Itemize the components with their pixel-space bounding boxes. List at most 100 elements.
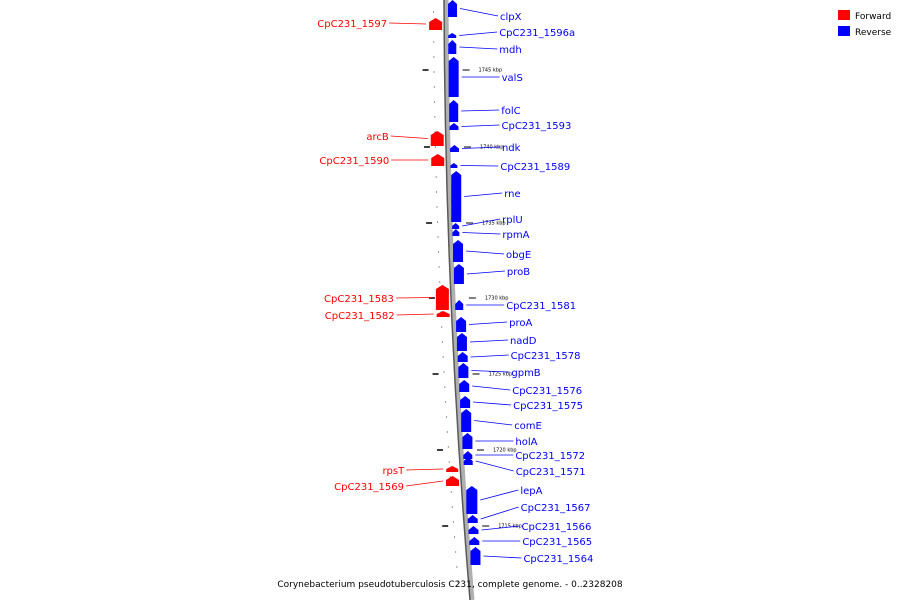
- legend-reverse-label: Reverse: [855, 28, 892, 38]
- legend-forward-label: Forward: [855, 12, 891, 22]
- legend: Forward Reverse: [838, 10, 892, 38]
- gene-leader-line: [396, 313, 434, 316]
- gene-leader-line: [389, 22, 427, 25]
- reverse-gene-feature[interactable]: [453, 264, 464, 284]
- gene-leader-line: [483, 555, 522, 559]
- reverse-gene-label[interactable]: gpmB: [511, 368, 540, 379]
- reverse-gene-feature[interactable]: [457, 352, 468, 362]
- reverse-gene-label[interactable]: lepA: [520, 486, 542, 497]
- reverse-gene-label[interactable]: rne: [504, 189, 520, 200]
- reverse-gene-feature[interactable]: [449, 123, 459, 130]
- forward-gene-feature[interactable]: [446, 466, 459, 472]
- reverse-gene-feature[interactable]: [449, 145, 459, 152]
- gene-leader-line: [406, 468, 444, 471]
- gene-leader-line: [472, 385, 511, 391]
- forward-gene-label[interactable]: CpC231_1590: [319, 156, 389, 167]
- forward-gene-label[interactable]: CpC231_1582: [325, 311, 395, 322]
- reverse-gene-feature[interactable]: [468, 526, 479, 534]
- reverse-gene-feature[interactable]: [458, 363, 469, 378]
- gene-leader-line: [405, 480, 444, 487]
- gene-leader-line: [480, 489, 519, 501]
- reverse-gene-feature[interactable]: [450, 163, 458, 168]
- reverse-gene-label[interactable]: rpmA: [502, 230, 529, 241]
- reverse-gene-label[interactable]: clpX: [500, 12, 522, 23]
- ruler-tick-label: 1715 kbp: [498, 524, 522, 530]
- forward-gene-label[interactable]: arcB: [366, 132, 389, 143]
- reverse-gene-feature[interactable]: [463, 457, 473, 465]
- reverse-gene-feature[interactable]: [461, 409, 472, 432]
- gene-leader-line: [469, 339, 508, 343]
- gene-leader-line: [464, 192, 503, 197]
- gene-leader-line: [475, 460, 514, 472]
- reverse-gene-feature[interactable]: [456, 333, 467, 351]
- gene-leader-line: [462, 218, 501, 227]
- reverse-gene-feature[interactable]: [452, 229, 460, 236]
- forward-gene-label[interactable]: CpC231_1569: [334, 482, 404, 493]
- forward-gene-feature[interactable]: [429, 18, 443, 30]
- forward-gene-feature[interactable]: [431, 154, 445, 166]
- reverse-gene-label[interactable]: CpC231_1581: [506, 301, 576, 312]
- reverse-gene-feature[interactable]: [455, 300, 464, 310]
- gene-leader-line: [395, 297, 433, 299]
- forward-gene-feature[interactable]: [436, 311, 450, 317]
- reverse-gene-label[interactable]: CpC231_1576: [512, 386, 582, 397]
- genome-backbone: [443, 0, 471, 600]
- reverse-gene-label[interactable]: CpC231_1572: [515, 451, 585, 462]
- reverse-gene-label[interactable]: mdh: [499, 45, 521, 56]
- reverse-gene-label[interactable]: ndk: [502, 143, 521, 154]
- reverse-gene-label[interactable]: CpC231_1567: [521, 503, 591, 514]
- gene-leader-line: [471, 370, 510, 373]
- reverse-gene-label[interactable]: CpC231_1564: [523, 554, 593, 565]
- ruler-tick-label: 1725 kbp: [489, 372, 513, 378]
- reverse-gene-feature[interactable]: [452, 223, 460, 229]
- reverse-gene-feature[interactable]: [466, 486, 478, 514]
- reverse-gene-label[interactable]: CpC231_1565: [522, 537, 592, 548]
- reverse-gene-feature[interactable]: [460, 396, 471, 408]
- forward-gene-label[interactable]: CpC231_1597: [317, 19, 387, 30]
- gene-leader-line: [459, 46, 498, 50]
- forward-gene-feature[interactable]: [446, 476, 460, 486]
- reverse-gene-label[interactable]: comE: [514, 421, 542, 432]
- reverse-gene-label[interactable]: proA: [509, 318, 532, 329]
- gene-leader-line: [469, 321, 508, 325]
- reverse-gene-label[interactable]: CpC231_1575: [513, 401, 583, 412]
- reverse-gene-label[interactable]: CpC231_1571: [516, 467, 586, 478]
- forward-gene-label[interactable]: rpsT: [382, 466, 405, 477]
- reverse-gene-feature[interactable]: [448, 0, 458, 17]
- gene-leader-line: [470, 354, 509, 358]
- forward-gene-feature[interactable]: [430, 131, 444, 146]
- reverse-gene-label[interactable]: holA: [515, 437, 537, 448]
- reverse-gene-feature[interactable]: [459, 380, 470, 392]
- ruler-tick-label: 1745 kbp: [479, 68, 503, 74]
- reverse-gene-feature[interactable]: [453, 240, 464, 262]
- reverse-gene-label[interactable]: rplU: [502, 215, 523, 226]
- forward-gene-feature[interactable]: [435, 285, 449, 310]
- reverse-gene-feature[interactable]: [448, 33, 457, 38]
- gene-leader-line: [462, 232, 501, 235]
- forward-gene-label[interactable]: CpC231_1583: [324, 294, 394, 305]
- reverse-gene-label[interactable]: proB: [507, 267, 530, 278]
- reverse-gene-feature[interactable]: [467, 515, 478, 523]
- reverse-gene-feature[interactable]: [448, 57, 459, 97]
- gene-leader-line: [461, 146, 500, 149]
- reverse-gene-feature[interactable]: [470, 547, 481, 565]
- reverse-gene-label[interactable]: folC: [501, 106, 520, 117]
- reverse-gene-feature[interactable]: [448, 40, 457, 54]
- reverse-gene-feature[interactable]: [456, 317, 467, 332]
- ruler-tick-label: 1735 kbp: [482, 221, 506, 227]
- reverse-gene-feature[interactable]: [449, 100, 459, 122]
- reverse-gene-label[interactable]: valS: [502, 73, 523, 84]
- reverse-gene-feature[interactable]: [463, 451, 473, 459]
- reverse-gene-feature[interactable]: [462, 433, 473, 449]
- reverse-gene-label[interactable]: CpC231_1589: [500, 162, 570, 173]
- gene-leader-line: [474, 420, 513, 426]
- reverse-gene-feature[interactable]: [451, 171, 462, 222]
- reverse-gene-label[interactable]: CpC231_1566: [521, 522, 591, 533]
- reverse-gene-label[interactable]: CpC231_1593: [501, 121, 571, 132]
- gene-leader-line: [480, 506, 519, 520]
- reverse-gene-label[interactable]: CpC231_1596a: [499, 28, 575, 39]
- reverse-gene-label[interactable]: nadD: [510, 336, 537, 347]
- reverse-gene-feature[interactable]: [469, 537, 480, 545]
- reverse-gene-label[interactable]: obgE: [506, 250, 531, 261]
- reverse-gene-label[interactable]: CpC231_1578: [511, 351, 581, 362]
